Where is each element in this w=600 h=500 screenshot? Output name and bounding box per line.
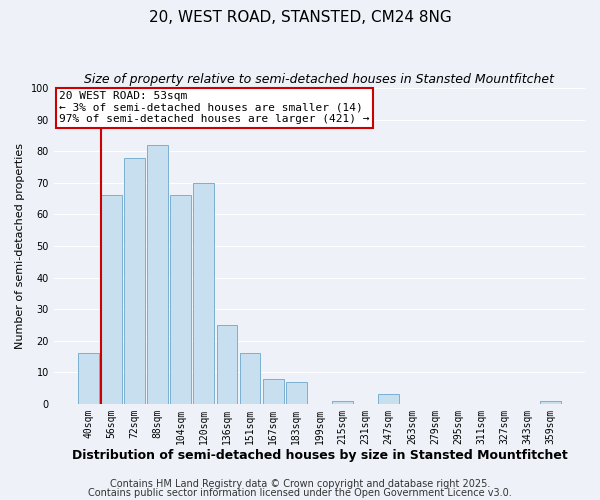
X-axis label: Distribution of semi-detached houses by size in Stansted Mountfitchet: Distribution of semi-detached houses by … (71, 450, 567, 462)
Text: Contains HM Land Registry data © Crown copyright and database right 2025.: Contains HM Land Registry data © Crown c… (110, 479, 490, 489)
Bar (379, 394, 399, 404)
Bar (193, 183, 214, 404)
Bar (540, 400, 561, 404)
Bar (78, 354, 99, 404)
Text: 20 WEST ROAD: 53sqm
← 3% of semi-detached houses are smaller (14)
97% of semi-de: 20 WEST ROAD: 53sqm ← 3% of semi-detache… (59, 91, 370, 124)
Bar (101, 196, 122, 404)
Bar (286, 382, 307, 404)
Bar (239, 354, 260, 404)
Bar (332, 400, 353, 404)
Bar (147, 145, 168, 404)
Text: 20, WEST ROAD, STANSTED, CM24 8NG: 20, WEST ROAD, STANSTED, CM24 8NG (149, 10, 451, 25)
Bar (170, 196, 191, 404)
Text: Contains public sector information licensed under the Open Government Licence v3: Contains public sector information licen… (88, 488, 512, 498)
Bar (263, 378, 284, 404)
Bar (217, 325, 238, 404)
Title: Size of property relative to semi-detached houses in Stansted Mountfitchet: Size of property relative to semi-detach… (85, 72, 554, 86)
Y-axis label: Number of semi-detached properties: Number of semi-detached properties (15, 143, 25, 349)
Bar (124, 158, 145, 404)
